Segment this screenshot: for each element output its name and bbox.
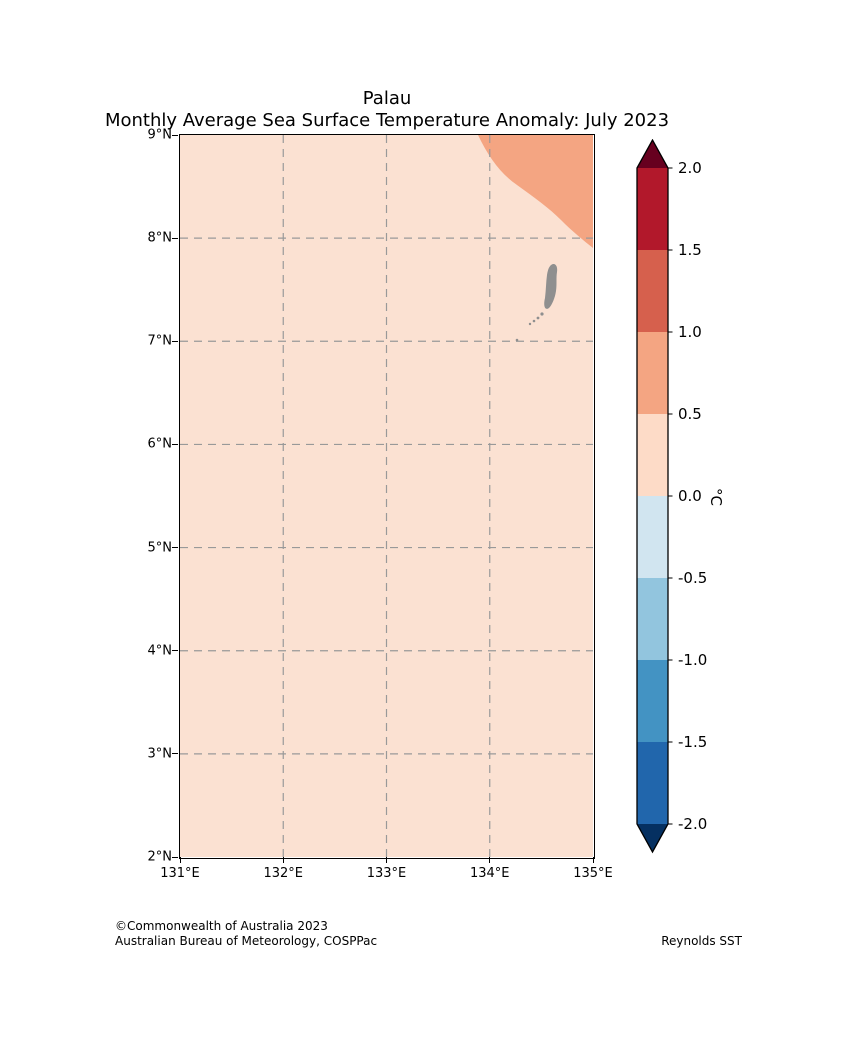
colorbar-segment bbox=[637, 578, 668, 660]
x-tick-label: 135°E bbox=[573, 866, 613, 881]
footer-copyright: ©Commonwealth of Australia 2023 bbox=[115, 919, 328, 933]
chart-title: Palau bbox=[362, 88, 412, 109]
colorbar-tick-label: -1.5 bbox=[678, 733, 708, 751]
x-tick-label: 133°E bbox=[366, 866, 407, 881]
colorbar-tick-label: 2.0 bbox=[678, 159, 702, 177]
colorbar-unit-label: °C bbox=[707, 488, 725, 506]
y-tick-label: 9°N bbox=[147, 127, 173, 143]
colorbar-svg bbox=[636, 138, 673, 854]
footer-data-source: Reynolds SST bbox=[661, 934, 742, 948]
colorbar-tick-label: 1.0 bbox=[678, 323, 702, 341]
x-tick-mark bbox=[179, 857, 181, 863]
x-tick-label: 131°E bbox=[160, 866, 200, 881]
y-tick-label: 5°N bbox=[147, 540, 173, 556]
x-tick-mark bbox=[489, 857, 491, 863]
colorbar-tick-label: -0.5 bbox=[678, 569, 708, 587]
y-tick-mark bbox=[172, 443, 178, 445]
colorbar-segment bbox=[637, 660, 668, 742]
y-tick-mark bbox=[172, 340, 178, 342]
map-panel bbox=[178, 133, 595, 859]
colorbar-tick-label: 0.0 bbox=[678, 487, 702, 505]
y-tick-mark bbox=[172, 547, 178, 549]
y-tick-mark bbox=[172, 753, 178, 755]
colorbar bbox=[636, 138, 676, 859]
warm-anomaly-region bbox=[477, 134, 593, 248]
x-tick-mark bbox=[592, 857, 594, 863]
colorbar-segment bbox=[637, 742, 668, 824]
y-tick-label: 4°N bbox=[147, 643, 173, 659]
colorbar-segment bbox=[637, 168, 668, 250]
colorbar-segment bbox=[637, 332, 668, 414]
y-tick-label: 7°N bbox=[147, 333, 173, 349]
colorbar-segment bbox=[637, 250, 668, 332]
y-tick-mark bbox=[172, 856, 178, 858]
y-tick-label: 2°N bbox=[147, 849, 173, 865]
x-tick-mark bbox=[282, 857, 284, 863]
colorbar-over-arrow bbox=[637, 140, 668, 168]
sea-anomaly-region bbox=[179, 134, 593, 857]
colorbar-tick-label: -1.0 bbox=[678, 651, 708, 669]
colorbar-segment bbox=[637, 414, 668, 496]
chart-subtitle: Monthly Average Sea Surface Temperature … bbox=[104, 110, 670, 131]
x-tick-label: 134°E bbox=[469, 866, 510, 881]
colorbar-tick-label: 0.5 bbox=[678, 405, 702, 423]
colorbar-tick-label: 1.5 bbox=[678, 241, 702, 259]
y-tick-mark bbox=[172, 650, 178, 652]
y-tick-mark bbox=[172, 134, 178, 136]
colorbar-tick-label: -2.0 bbox=[678, 815, 708, 833]
y-tick-label: 8°N bbox=[147, 230, 173, 246]
map-svg bbox=[179, 134, 593, 857]
y-tick-label: 3°N bbox=[147, 746, 173, 762]
x-tick-label: 132°E bbox=[263, 866, 304, 881]
y-tick-mark bbox=[172, 237, 178, 239]
x-tick-mark bbox=[386, 857, 387, 863]
colorbar-under-arrow bbox=[637, 824, 668, 852]
palau-islands bbox=[515, 263, 557, 341]
footer-agency: Australian Bureau of Meteorology, COSPPa… bbox=[115, 934, 378, 948]
y-tick-label: 6°N bbox=[147, 436, 173, 452]
colorbar-segment bbox=[637, 496, 668, 578]
